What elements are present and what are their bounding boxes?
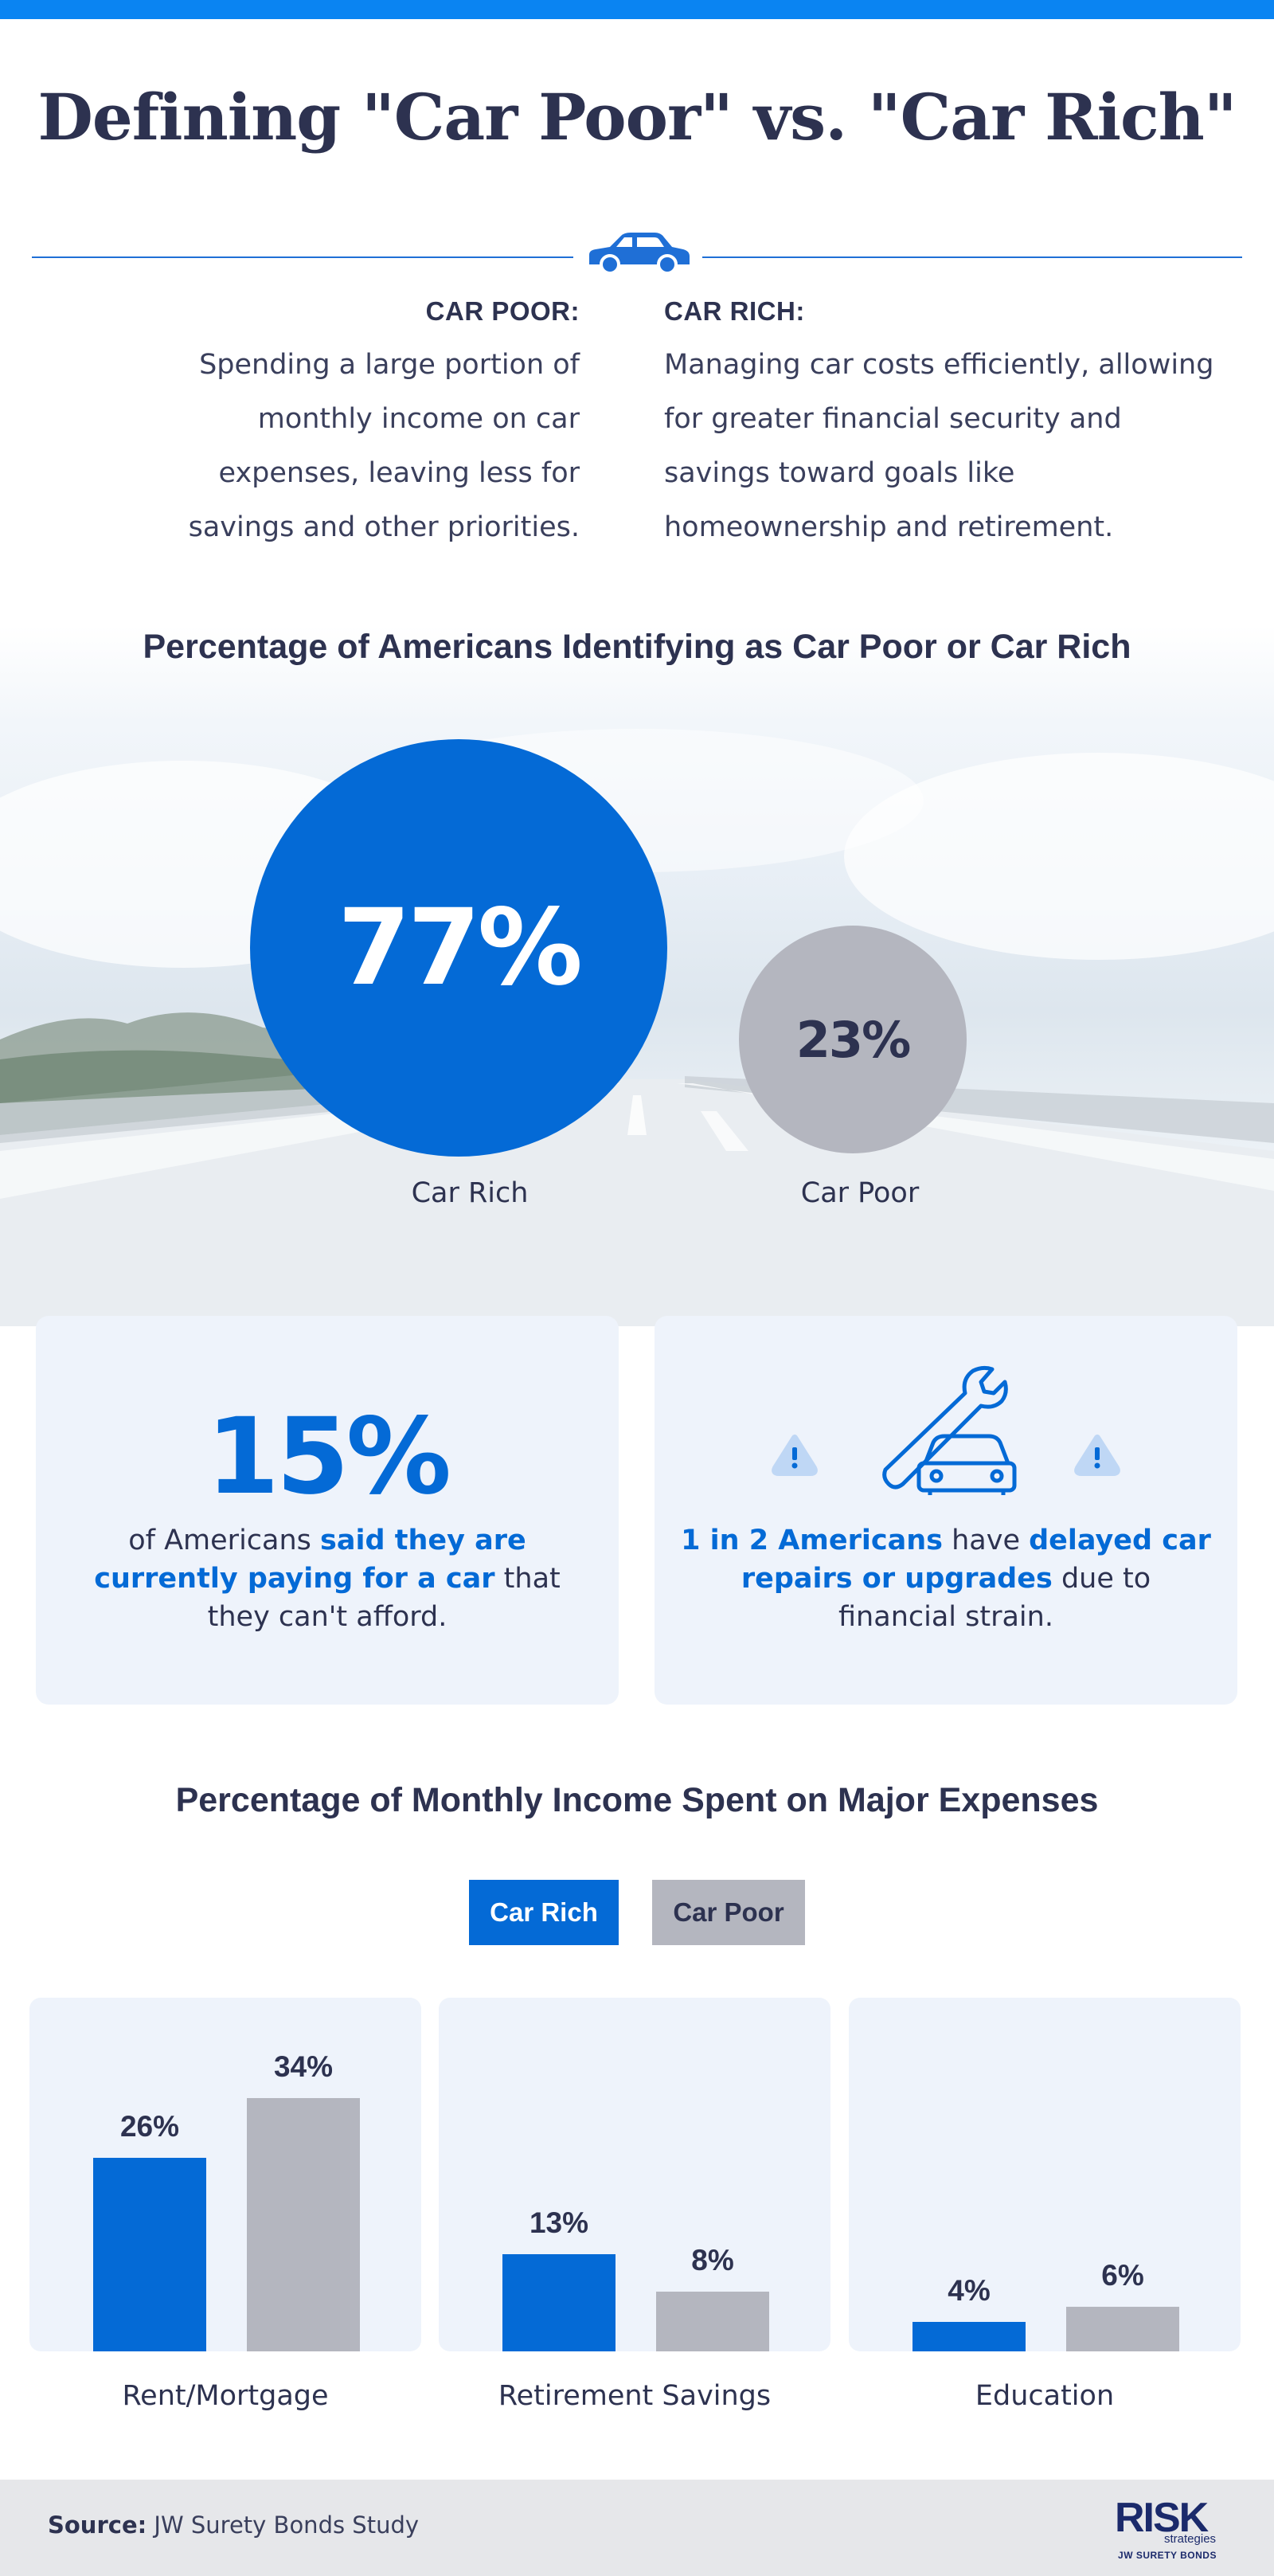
car-rich-line: for greater financial security and [664, 403, 1122, 435]
legend-car-rich: Car Rich [469, 1880, 619, 1945]
car-poor-line: monthly income on car [257, 403, 580, 435]
brand-logo[interactable]: RISK strategies JW SURETY BONDS [1115, 2497, 1220, 2564]
stat-card-delayed-repairs: 1 in 2 Americans have delayed car repair… [655, 1316, 1237, 1705]
car-poor-heading: CAR POOR: [425, 296, 580, 326]
car-icon [589, 233, 690, 275]
car-rich-line: Managing car costs efficiently, allowing [664, 349, 1214, 381]
bar-value-label: 4% [948, 2274, 991, 2307]
warning-icon [772, 1435, 818, 1476]
source-label: Source: [48, 2511, 147, 2539]
bar-rent-car-poor [247, 2098, 360, 2351]
category-label-rent: Rent/Mortgage [122, 2380, 329, 2412]
stat-text: due to financial strain. [838, 1563, 1151, 1633]
stat-description: 1 in 2 Americans have delayed car repair… [678, 1521, 1213, 1636]
category-label-retirement: Retirement Savings [498, 2380, 772, 2412]
footer: Source: JW Surety Bonds Study RISK strat… [0, 2480, 1274, 2576]
stat-text: have [942, 1525, 1030, 1556]
bar-retirement-car-rich [502, 2254, 616, 2351]
car-rich-bubble-label: Car Rich [411, 1177, 529, 1209]
stat-highlight: 1 in 2 Americans [681, 1525, 943, 1556]
bar-education-car-poor [1066, 2307, 1179, 2351]
category-label-education: Education [975, 2380, 1115, 2412]
car-rich-percent: 77% [338, 887, 583, 1009]
bar-value-label: 34% [273, 2050, 334, 2083]
bar-rent-car-rich [93, 2158, 206, 2351]
car-poor-percent: 23% [795, 1010, 911, 1069]
car-poor-line: savings and other priorities. [188, 511, 580, 543]
car-poor-bubble-label: Car Poor [800, 1177, 920, 1209]
stat-card-unaffordable: 15% of Americans said they are currently… [36, 1316, 619, 1705]
car-poor-bubble: 23% [739, 926, 967, 1153]
bar-value-label: 26% [119, 2110, 180, 2143]
car-rich-bubble: 77% [250, 739, 667, 1157]
stat-text: of Americans [128, 1525, 321, 1556]
source-text: JW Surety Bonds Study [147, 2511, 420, 2539]
stat-percent: 15% [206, 1396, 451, 1518]
top-accent-bar [0, 0, 1274, 19]
chart-panel-rent [29, 1998, 421, 2351]
legend-car-poor: Car Poor [652, 1880, 805, 1945]
car-rich-line: savings toward goals like [664, 457, 1015, 489]
car-poor-definition: CAR POOR: Spending a large portion of mo… [134, 296, 580, 554]
warning-icon [1074, 1435, 1120, 1476]
car-rich-heading: CAR RICH: [664, 296, 805, 326]
logo-wordmark: RISK [1115, 2495, 1209, 2541]
bar-value-label: 8% [691, 2244, 734, 2277]
car-rich-description: Managing car costs efficiently, allowing… [664, 338, 1237, 554]
bar-education-car-rich [913, 2322, 1026, 2351]
divider-line-right [702, 256, 1242, 258]
stat-highlight: said they are currently paying for a car [94, 1525, 526, 1595]
identify-chart-title: Percentage of Americans Identifying as C… [143, 628, 1131, 666]
chart-panel-retirement [439, 1998, 830, 2351]
repair-icons-group [772, 1365, 1120, 1495]
chart-panel-education [849, 1998, 1241, 2351]
stat-description: of Americans said they are currently pay… [60, 1521, 595, 1636]
car-poor-line: Spending a large portion of [199, 349, 580, 381]
stat-text: that they can't afford. [207, 1563, 561, 1633]
divider-line-left [32, 256, 573, 258]
bar-value-label: 6% [1101, 2259, 1144, 2292]
bar-retirement-car-poor [656, 2292, 769, 2351]
logo-tagline: JW SURETY BONDS [1118, 2550, 1217, 2561]
page-title: Defining "Car Poor" vs. "Car Rich" [37, 80, 1237, 155]
logo-subtitle: strategies [1164, 2532, 1217, 2546]
expenses-chart-title: Percentage of Monthly Income Spent on Ma… [175, 1781, 1099, 1819]
stat-highlight: delayed car repairs or upgrades [741, 1525, 1211, 1595]
car-poor-description: Spending a large portion of monthly inco… [134, 338, 580, 554]
wrench-car-icon [882, 1365, 1017, 1495]
bar-value-label: 13% [529, 2206, 589, 2239]
car-poor-line: expenses, leaving less for [218, 457, 580, 489]
car-rich-definition: CAR RICH: Managing car costs efficiently… [664, 296, 1237, 554]
car-rich-line: homeownership and retirement. [664, 511, 1114, 543]
source-citation: Source: JW Surety Bonds Study [48, 2511, 419, 2539]
